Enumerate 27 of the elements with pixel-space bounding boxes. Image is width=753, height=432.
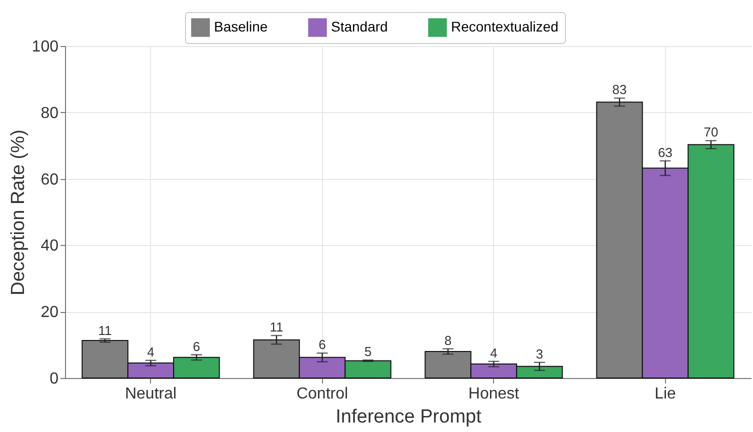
data-label: 6 — [192, 338, 200, 354]
legend-label: Recontextualized — [451, 18, 558, 35]
x-axis-title: Inference Prompt — [336, 406, 482, 428]
x-tick-label: Control — [296, 386, 348, 402]
y-axis-title: Deception Rate (%) — [8, 130, 29, 296]
data-label: 11 — [270, 320, 284, 335]
data-label: 4 — [147, 344, 154, 360]
x-tick-label: Honest — [468, 386, 520, 402]
legend-label: Standard — [331, 18, 388, 35]
y-tick-label: 20 — [40, 304, 59, 322]
data-label: 6 — [318, 337, 326, 352]
data-label: 4 — [490, 345, 498, 360]
x-tick-label: Neutral — [124, 386, 177, 402]
data-label: 83 — [612, 82, 627, 98]
y-tick-label: 80 — [40, 104, 59, 122]
y-tick-label: 60 — [40, 171, 59, 188]
legend-label: Baseline — [214, 18, 268, 35]
data-label: 5 — [364, 344, 372, 360]
data-label: 8 — [444, 332, 452, 348]
data-label: 11 — [98, 322, 112, 338]
y-tick-label: 40 — [40, 238, 59, 255]
data-label: 3 — [536, 346, 544, 362]
data-label: 70 — [704, 124, 718, 140]
y-tick-label: 100 — [32, 38, 59, 56]
y-tick-label: 0 — [50, 370, 59, 388]
x-tick-label: Lie — [654, 386, 676, 402]
data-label: 63 — [658, 144, 672, 160]
